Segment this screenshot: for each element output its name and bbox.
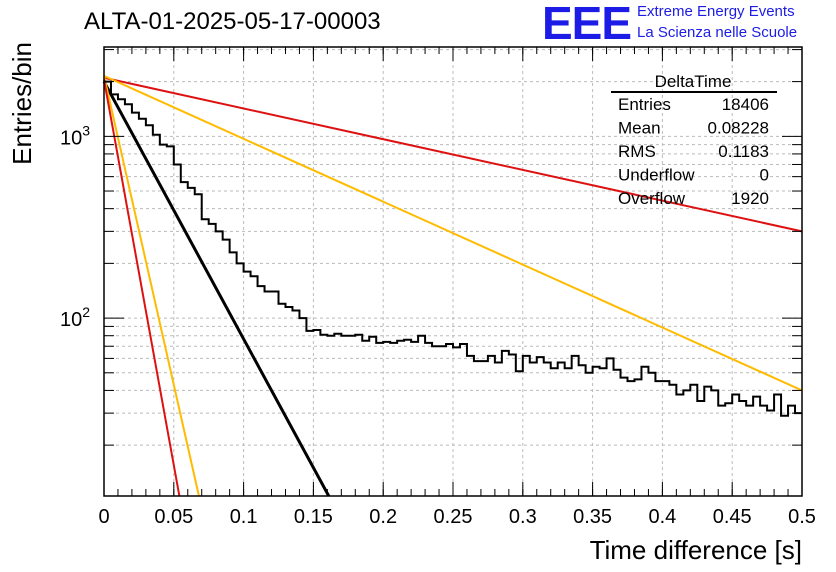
- eee-subtitle-line1: Extreme Energy Events: [637, 3, 795, 20]
- x-tick-label: 0.35: [573, 506, 612, 528]
- stats-label: Mean: [618, 119, 661, 138]
- fit-curve: [103, 76, 803, 233]
- fit-curve: [103, 79, 181, 497]
- stats-label: Underflow: [618, 166, 695, 185]
- x-tick-labels: 0 0.05 0.1 0.15 0.2 0.25 0.3 0.35 0.4 0.45 0.5: [98, 506, 815, 528]
- x-tick-label: 0.3: [509, 506, 537, 528]
- histogram-layer: [104, 80, 802, 417]
- y-tick-labels: 102 103: [60, 122, 90, 331]
- eee-subtitle-line2: La Scienza nelle Scuole: [637, 24, 798, 41]
- plot-title: ALTA-01-2025-05-17-00003: [84, 8, 381, 35]
- plot-frame: [103, 46, 803, 497]
- x-tick-label: 0.45: [713, 506, 752, 528]
- fit-curve: [103, 75, 200, 497]
- stats-rows: Entries 18406 Mean 0.08228 RMS 0.1183 Underflo…: [618, 95, 769, 208]
- eee-logo: EEE: [542, 0, 632, 49]
- fit-curves: [102, 74, 803, 497]
- y-tick-label: 102: [60, 304, 90, 331]
- stats-title: DeltaTime: [655, 72, 732, 91]
- stats-value: 0: [760, 166, 769, 185]
- y-axis-title: Entries/bin: [7, 42, 37, 165]
- x-tick-label: 0.1: [230, 506, 258, 528]
- stats-label: Overflow: [618, 189, 686, 208]
- fit-curve: [103, 74, 803, 392]
- stats-label: RMS: [618, 142, 656, 161]
- stats-value: 18406: [722, 95, 769, 114]
- stats-value: 1920: [731, 189, 769, 208]
- x-tick-label: 0.2: [369, 506, 397, 528]
- stats-box: DeltaTime Entries 18406 Mean 0.08228 RMS 0.11…: [611, 72, 777, 208]
- x-tick-label: 0: [98, 506, 109, 528]
- stats-value: 0.1183: [718, 142, 769, 161]
- fit-curve: [102, 80, 331, 497]
- y-tick-label: 103: [60, 122, 90, 149]
- x-tick-label: 0.05: [154, 506, 193, 528]
- histogram-line: [104, 80, 802, 417]
- plot-area-border: [103, 46, 803, 497]
- stats-value: 0.08228: [708, 119, 769, 138]
- x-tick-label: 0.4: [648, 506, 676, 528]
- x-tick-label: 0.15: [294, 506, 333, 528]
- x-tick-label: 0.25: [434, 506, 473, 528]
- x-axis-title: Time difference [s]: [590, 535, 802, 565]
- stats-label: Entries: [618, 95, 671, 114]
- x-tick-label: 0.5: [788, 506, 816, 528]
